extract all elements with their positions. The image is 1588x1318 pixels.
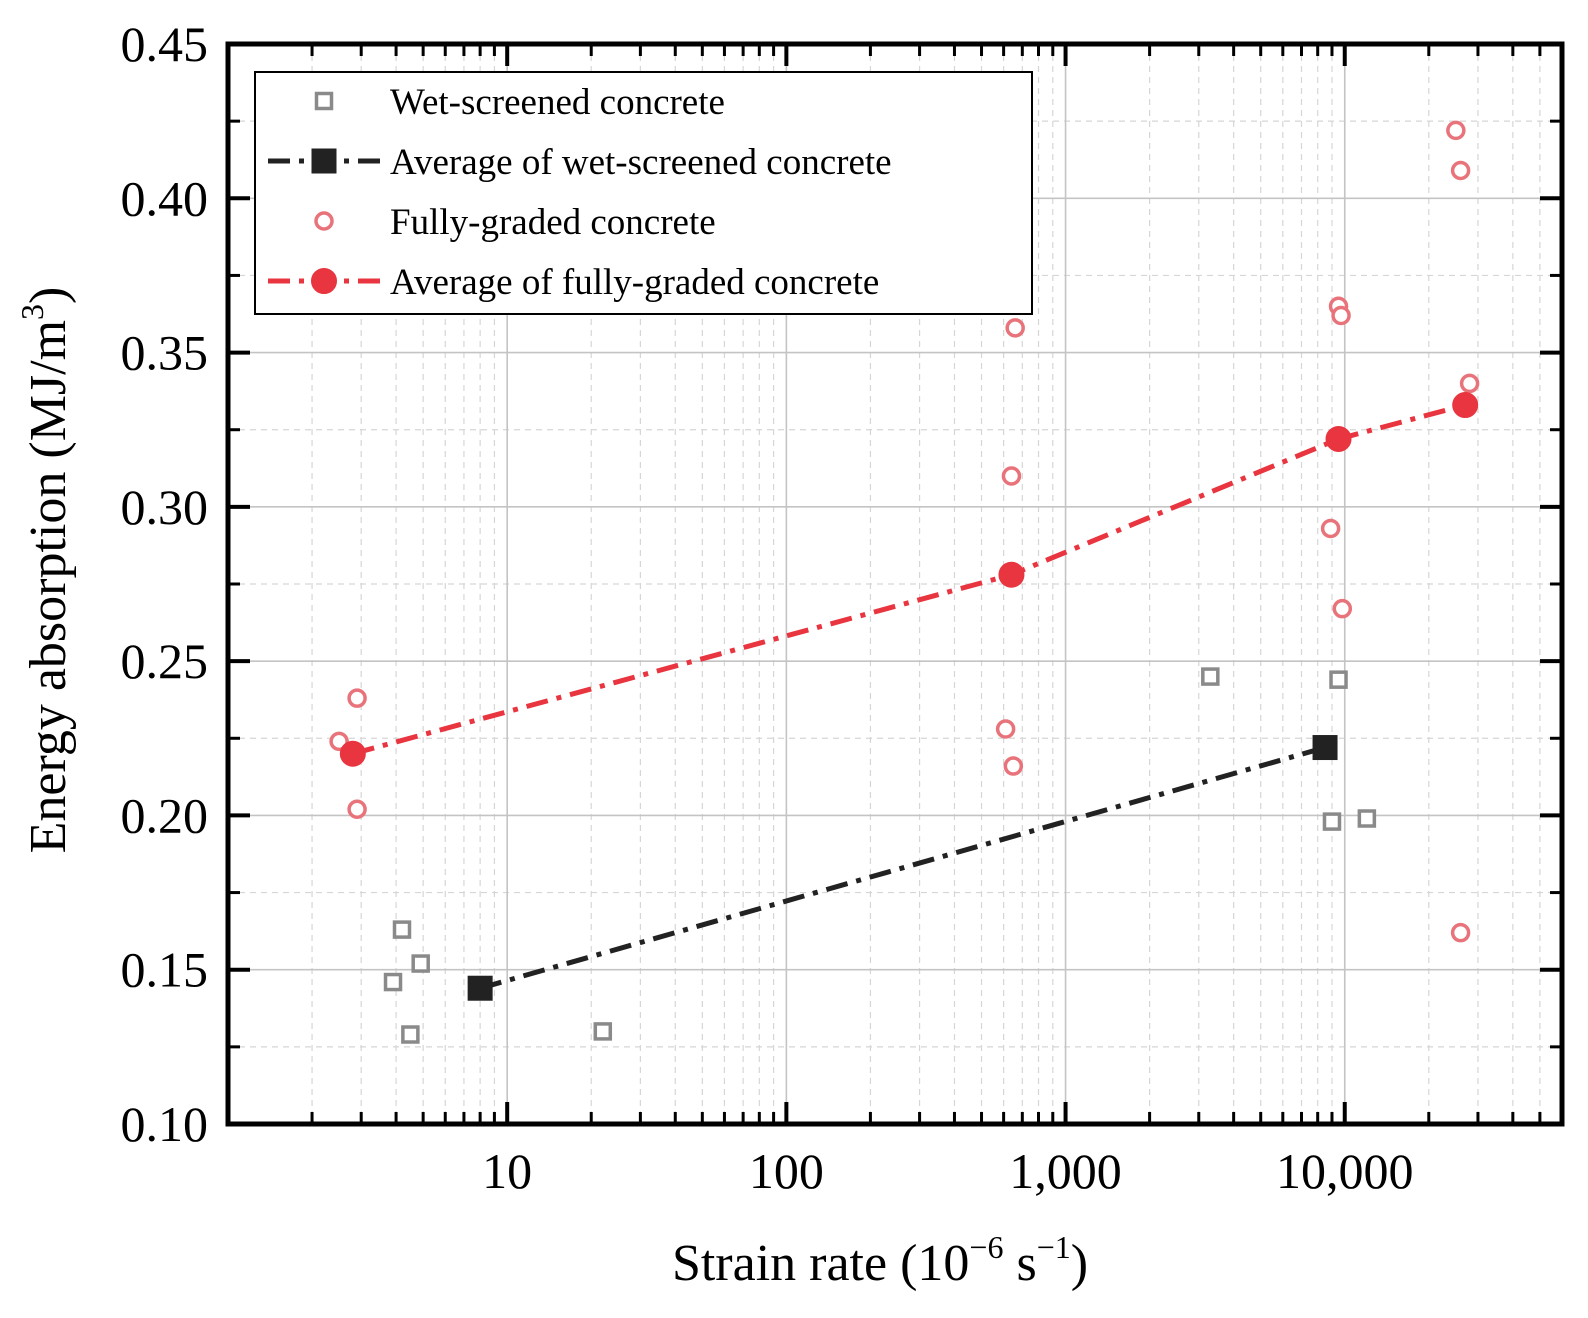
average-of-fully-graded-concrete-line xyxy=(352,402,1466,757)
series-lines xyxy=(352,402,1466,991)
wet-screened-concrete-point xyxy=(392,920,412,939)
x-tick-label: 10,000 xyxy=(1276,1143,1414,1199)
wet-screened-concrete-point xyxy=(383,972,403,992)
average-of-fully-graded-concrete-point xyxy=(998,561,1025,588)
fully-graded-concrete-point xyxy=(1459,373,1480,394)
y-tick-label: 0.35 xyxy=(121,325,209,381)
x-axis-title: Strain rate (10−6 s−1) xyxy=(672,1229,1088,1292)
legend-wet-screened-concrete-label: Wet-screened concrete xyxy=(390,82,725,123)
x-tick-label: 1,000 xyxy=(1009,1143,1122,1199)
y-tick-label: 0.25 xyxy=(121,633,209,689)
y-tick-label: 0.40 xyxy=(121,170,209,226)
fully-graded-concrete-point xyxy=(1003,756,1024,776)
tick-labels: 10 100 1,000 10,000 0.10 0.15 0.20 0.25 0.30 0.35… xyxy=(121,16,1414,1199)
wet-screened-concrete-point xyxy=(1201,667,1220,686)
wet-screened-concrete-point xyxy=(411,954,430,973)
legend-box xyxy=(254,71,1033,315)
legend-fully-graded-concrete-marker xyxy=(314,211,334,231)
y-tick-label: 0.45 xyxy=(121,16,209,72)
wet-screened-concrete-point xyxy=(593,1022,613,1041)
wet-screened-concrete-point xyxy=(1329,670,1348,689)
average-of-wet-screened-concrete-point xyxy=(467,975,493,1001)
legend-average-of-wet-screened-concrete-label: Average of wet-screened concrete xyxy=(390,142,892,183)
y-tick-label: 0.30 xyxy=(121,479,209,535)
average-of-fully-graded-concrete-point xyxy=(339,740,366,767)
legend-average-of-fully-graded-concrete-marker xyxy=(311,268,337,294)
legend-average-of-wet-screened-concrete-marker xyxy=(311,148,337,174)
wet-screened-concrete-point xyxy=(1357,809,1377,828)
fully-graded-concrete-point xyxy=(1005,318,1025,338)
fully-graded-concrete-point xyxy=(1450,922,1471,943)
fully-graded-concrete-point xyxy=(347,688,367,708)
legend-wet-screened-concrete-marker xyxy=(314,91,334,111)
legend-fully-graded-concrete-label: Fully-graded concrete xyxy=(390,202,716,243)
average-of-fully-graded-concrete-point xyxy=(1325,425,1352,452)
average-of-wet-screened-concrete-line xyxy=(479,745,1326,991)
fully-graded-concrete-point xyxy=(1446,120,1466,141)
fully-graded-concrete-point xyxy=(1332,598,1353,619)
y-axis-title: Energy absorption (MJ/m3) xyxy=(14,287,77,854)
series-markers xyxy=(329,120,1480,1044)
axes xyxy=(225,41,1565,1127)
fully-graded-concrete-point xyxy=(1331,305,1351,326)
x-tick-label: 10 xyxy=(482,1143,532,1199)
y-tick-label: 0.10 xyxy=(121,1096,209,1152)
legend-average-of-fully-graded-concrete-label: Average of fully-graded concrete xyxy=(390,262,879,303)
wet-screened-concrete-point xyxy=(1322,812,1342,831)
x-tick-label: 100 xyxy=(749,1143,824,1199)
legend: Wet-screened concrete Average of wet-scre… xyxy=(254,71,1033,315)
wet-screened-concrete-point xyxy=(401,1025,420,1044)
fully-graded-concrete-point xyxy=(1320,518,1341,539)
fully-graded-concrete-point xyxy=(1001,466,1022,486)
fully-graded-concrete-point xyxy=(995,719,1016,739)
fully-graded-concrete-point xyxy=(347,799,367,820)
y-tick-label: 0.15 xyxy=(121,942,209,998)
fully-graded-concrete-point xyxy=(1450,160,1471,181)
average-of-fully-graded-concrete-point xyxy=(1452,392,1479,419)
y-tick-label: 0.20 xyxy=(121,787,209,843)
average-of-wet-screened-concrete-point xyxy=(1312,735,1338,761)
